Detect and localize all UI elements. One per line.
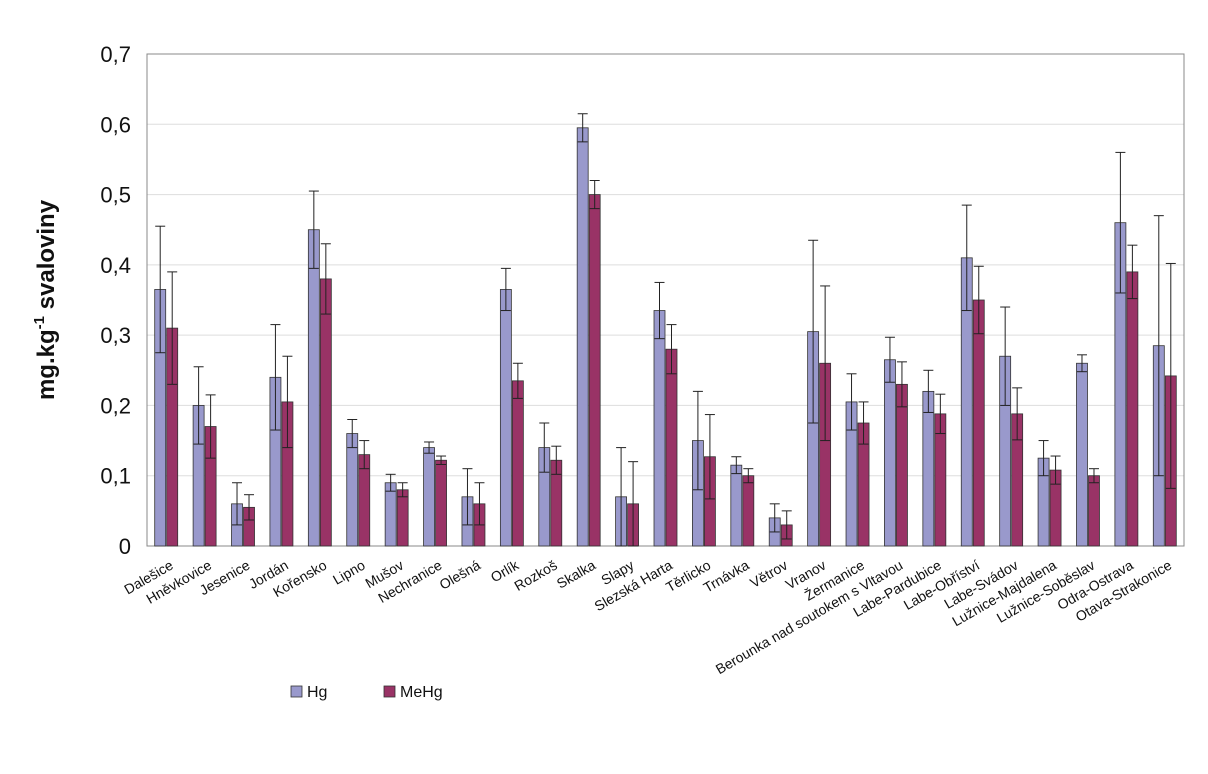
x-tick-label: Olešná <box>437 557 484 593</box>
y-axis-label-main: mg.kg <box>33 329 60 400</box>
y-tick-label: 0,6 <box>100 112 131 137</box>
legend: Hg MeHg <box>290 684 443 701</box>
bar-mehg <box>972 299 985 547</box>
x-tick-label: Větrov <box>747 557 790 591</box>
legend-swatch-hg <box>290 685 303 698</box>
bar-mehg <box>319 278 332 547</box>
y-tick-label: 0,3 <box>100 323 131 348</box>
y-axis-label-rest: svaloviny <box>33 199 60 316</box>
plot-area-frame <box>146 53 1185 547</box>
error-bars <box>155 113 1176 547</box>
y-axis-label-sup: -1 <box>31 316 48 329</box>
y-tick-label: 0,4 <box>100 253 131 278</box>
bar-mehg <box>742 475 755 547</box>
bar-mehg <box>588 194 601 547</box>
bar-mehg <box>435 459 447 547</box>
x-tick-label: Skalka <box>554 557 599 592</box>
x-tick-label: Rozkoš <box>511 557 559 594</box>
gridlines <box>147 123 1184 477</box>
bar-hg <box>307 229 320 547</box>
bar-hg <box>922 390 935 547</box>
bar-hg <box>384 482 397 547</box>
bar-hg <box>423 447 435 547</box>
bar-hg <box>884 359 896 547</box>
bar-hg <box>653 310 666 547</box>
x-tick-label: Lipno <box>330 557 368 588</box>
bar-mehg <box>896 383 908 547</box>
bar-mehg <box>511 380 524 547</box>
y-tick-label: 0,1 <box>100 464 131 489</box>
bar-mehg <box>665 348 678 547</box>
bar-hg <box>730 464 743 547</box>
y-tick-label: 0,5 <box>100 183 131 208</box>
bar-mehg <box>396 489 409 547</box>
bar-hg <box>576 127 589 547</box>
legend-swatch-mehg <box>383 685 396 698</box>
x-axis-labels: DalešiceHněvkoviceJeseniceJordánKořensko… <box>121 556 1174 677</box>
legend-label-mehg: MeHg <box>400 684 443 701</box>
legend-label-hg: Hg <box>307 684 327 701</box>
y-tick-label: 0,2 <box>100 393 131 418</box>
y-tick-label: 0,7 <box>100 42 131 67</box>
y-axis-label: mg.kg-1 svaloviny <box>31 199 60 400</box>
y-tick-label: 0 <box>119 534 131 559</box>
bar-mehg <box>1126 271 1139 547</box>
bar-hg <box>346 433 359 547</box>
bar-mehg <box>1088 475 1100 547</box>
bars <box>154 127 1177 547</box>
bar-hg <box>499 289 512 547</box>
y-axis-ticks: 0 0,1 0,2 0,3 0,4 0,5 0,6 0,7 <box>100 42 131 559</box>
bar-hg <box>1076 362 1088 547</box>
